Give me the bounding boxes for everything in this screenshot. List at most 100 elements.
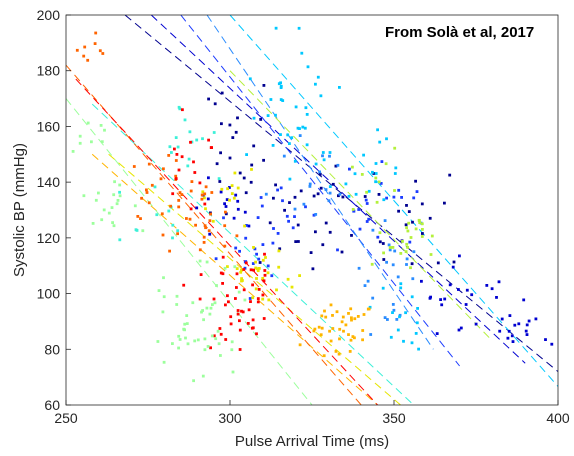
data-point [202,318,205,322]
data-point [220,187,224,191]
data-point [305,143,309,147]
data-point [347,194,351,198]
data-point [376,128,379,132]
data-point [236,116,239,120]
data-point [169,204,172,208]
data-point [228,123,232,127]
data-point [255,267,259,271]
data-point [351,165,354,169]
data-point [171,223,175,227]
data-point [209,346,212,350]
data-point [198,181,202,185]
data-point [349,307,353,311]
data-point [155,213,159,217]
data-point [308,185,312,188]
data-point [405,263,408,266]
data-point [498,329,502,333]
data-point [314,162,318,166]
data-point [309,251,313,254]
data-point [254,287,258,291]
data-point [366,307,370,311]
data-point [320,326,324,330]
data-point [203,192,207,196]
data-point [323,309,326,313]
data-point [331,314,334,317]
data-point [227,300,230,304]
data-point [249,180,253,184]
data-point [207,176,210,180]
data-point [211,303,214,306]
data-point [238,319,241,323]
data-point [181,108,184,112]
data-point [231,370,235,374]
data-point [382,258,386,261]
data-point [174,159,178,162]
data-point [291,226,295,230]
data-point [219,190,223,194]
data-point [86,121,90,125]
data-point [297,240,300,243]
data-point [313,327,317,331]
data-point [405,257,409,261]
data-point [336,248,339,252]
data-point [429,295,432,299]
data-point [365,220,369,223]
data-point [232,196,236,200]
data-point [233,171,237,175]
data-point [495,296,498,299]
data-point [329,303,333,307]
data-point [221,282,224,285]
data-point [252,144,256,148]
data-point [82,194,86,198]
data-point [251,318,255,322]
data-point [238,249,241,253]
data-point [288,201,291,204]
data-point [435,332,439,335]
data-point [364,198,368,202]
data-point [254,260,257,264]
data-point [525,323,529,327]
data-point [304,106,308,110]
data-point [322,354,326,358]
data-point [354,192,358,196]
data-point [317,325,321,329]
data-point [107,211,111,215]
data-point [177,205,181,209]
trend-line-11 [75,78,378,405]
data-point [377,193,381,196]
data-point [201,374,205,378]
data-point [253,247,257,251]
data-point [140,196,143,200]
data-point [235,272,239,276]
data-point [174,174,178,178]
data-point [318,170,321,174]
x-axis-label: Pulse Arrival Time (ms) [235,433,389,450]
data-point [451,265,455,269]
data-point [328,230,332,234]
data-point [362,153,365,157]
data-point [351,335,355,338]
data-point [448,283,452,287]
data-point [208,219,212,223]
data-point [459,326,463,330]
data-point [192,160,195,164]
data-point [287,219,290,223]
data-point [97,191,100,195]
data-point [331,327,335,330]
data-point [279,98,283,101]
data-point [382,198,386,202]
data-point [223,244,227,248]
data-point [363,195,367,198]
data-point [361,329,365,332]
data-point [259,118,263,121]
data-point [412,250,416,254]
data-point [386,318,389,321]
data-point [272,196,275,200]
data-point [208,312,212,316]
data-point [175,303,179,306]
data-point [168,145,172,149]
data-point [391,246,395,249]
data-point [191,301,195,305]
data-point [417,347,420,351]
trend-line-12 [66,98,313,405]
